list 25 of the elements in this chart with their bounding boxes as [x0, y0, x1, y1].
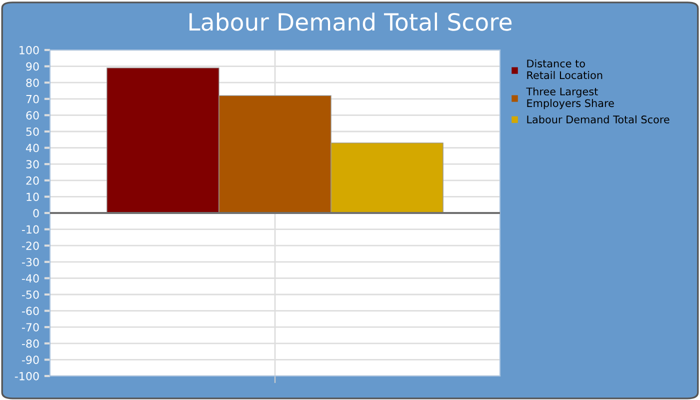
y-tick-label: -90 — [22, 356, 39, 364]
y-tick-label: -30 — [22, 258, 39, 266]
y-tick-label: 90 — [26, 62, 39, 71]
y-tick-label: -50 — [22, 290, 39, 299]
y-tick-label: 50 — [26, 127, 39, 136]
y-tick-label: 30 — [26, 160, 39, 168]
y-tick-label: 10 — [26, 192, 39, 202]
y-tick-label: -20 — [22, 242, 39, 250]
y-tick-label: 20 — [26, 176, 39, 185]
y-tick-label: -100 — [14, 372, 39, 380]
chart-title: Labour Demand Total Score — [190, 12, 512, 31]
y-tick-label: -40 — [22, 274, 39, 283]
legend-label: Three Largest Employers Share — [526, 87, 614, 110]
y-tick-label: 80 — [26, 78, 39, 87]
y-tick-label: 100 — [20, 46, 39, 54]
legend-label: Distance to Retail Location — [527, 59, 602, 80]
y-tick-label: 60 — [26, 111, 39, 120]
legend-label: Labour Demand Total Score — [527, 115, 670, 124]
y-tick-label: 40 — [26, 144, 39, 152]
y-tick-label: 0 — [33, 208, 39, 218]
y-tick-label: -60 — [22, 306, 39, 316]
y-tick-label: -10 — [22, 225, 39, 234]
y-tick-label: -80 — [22, 339, 39, 348]
y-tick-label: 70 — [26, 94, 39, 104]
y-tick-label: -70 — [22, 323, 39, 332]
